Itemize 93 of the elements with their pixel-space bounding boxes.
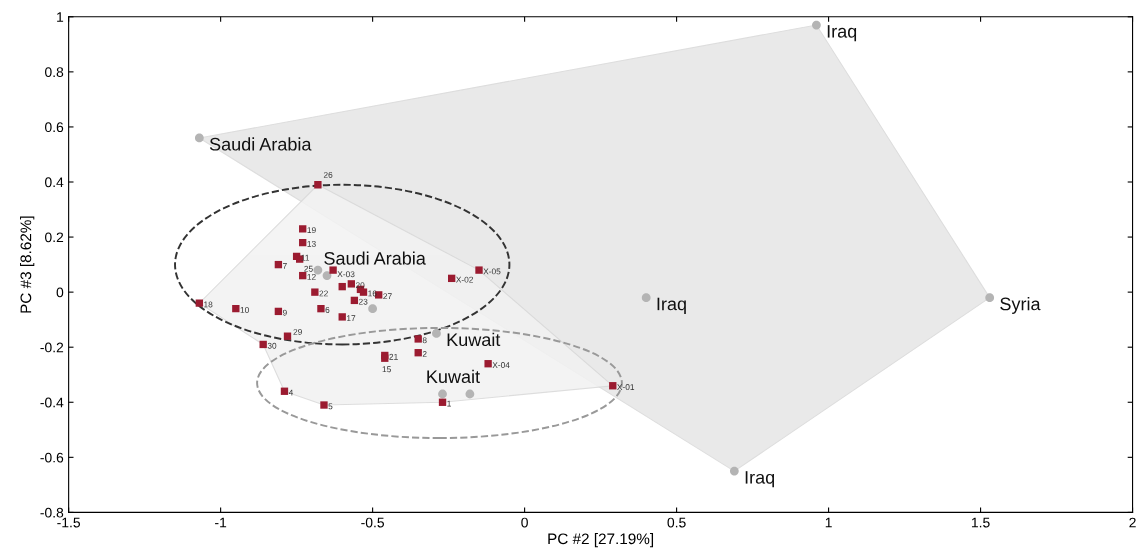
annotation: X-03 <box>337 271 355 278</box>
annotation: 12 <box>307 273 316 280</box>
point <box>299 225 307 233</box>
point <box>280 387 289 395</box>
y-tick-label: 0.2 <box>45 232 64 243</box>
annotation: Kuwait <box>447 332 501 347</box>
point <box>338 282 346 291</box>
annotation: X-05 <box>483 268 501 275</box>
point <box>475 266 483 274</box>
annotation: 26 <box>323 171 333 178</box>
point <box>274 260 283 269</box>
y-tick-label: 1 <box>57 12 64 22</box>
point <box>259 340 267 349</box>
point <box>812 20 821 30</box>
point <box>985 293 995 303</box>
annotation: 9 <box>282 309 287 316</box>
annotation: 23 <box>358 298 368 305</box>
point <box>195 299 204 307</box>
point <box>329 266 337 274</box>
point <box>729 466 739 476</box>
point <box>368 304 378 314</box>
point <box>320 401 328 409</box>
annotation: 30 <box>267 342 277 349</box>
annotation: X-01 <box>617 384 635 390</box>
y-tick-label: 0.4 <box>45 177 64 188</box>
annotation: X-04 <box>492 362 510 368</box>
annotation: 19 <box>307 227 316 234</box>
point <box>232 304 240 313</box>
point <box>432 329 441 338</box>
y-tick-label: -0.6 <box>40 452 64 463</box>
y-tick-label: -0.8 <box>40 507 64 518</box>
annotation: 7 <box>282 263 287 269</box>
point <box>609 382 617 390</box>
point <box>350 296 359 305</box>
annotation: 27 <box>383 293 392 300</box>
annotation: 13 <box>307 240 316 247</box>
annotation: Kuwait <box>427 369 480 384</box>
annotation: Syria <box>1000 297 1041 314</box>
point <box>299 238 307 247</box>
point <box>274 307 283 316</box>
point <box>447 274 456 283</box>
annotation: X-02 <box>456 276 473 283</box>
y-axis-title: PC #3 [8.62%] <box>20 216 35 313</box>
annotation: 25 <box>304 265 313 272</box>
annotation: 6 <box>325 307 330 313</box>
y-tick-label: -0.4 <box>40 397 64 408</box>
x-tick-label: 0.5 <box>667 517 686 528</box>
x-tick-label: 0 <box>521 517 528 528</box>
x-tick-label: -0.5 <box>361 517 384 528</box>
point <box>299 271 307 280</box>
point <box>283 332 292 340</box>
annotation: 18 <box>204 301 213 308</box>
annotation: 2 <box>422 351 427 357</box>
point <box>317 304 325 313</box>
point <box>414 349 422 357</box>
x-tick-label: 1.5 <box>971 517 990 528</box>
x-tick-label: 1 <box>825 517 832 528</box>
point <box>313 265 323 275</box>
point <box>347 280 356 288</box>
point <box>322 271 332 281</box>
x-tick-label: -1.5 <box>57 517 81 528</box>
annotation: 29 <box>293 328 302 335</box>
annotation: 17 <box>347 315 356 322</box>
x-axis-title: PC #2 [27.19%] <box>548 532 654 548</box>
y-tick-label: 0.6 <box>45 122 64 133</box>
annotation: 22 <box>319 290 328 297</box>
annotation: Saudi Arabia <box>209 137 312 151</box>
point <box>484 360 492 368</box>
y-tick-label: 0 <box>56 287 64 298</box>
annotation: Saudi Arabia <box>324 251 426 265</box>
point <box>438 398 447 406</box>
x-tick-label: 2 <box>1129 517 1136 528</box>
point <box>438 389 447 399</box>
annotation: 10 <box>240 307 249 313</box>
y-tick-label: -0.2 <box>40 342 64 353</box>
y-tick-label: 0.8 <box>45 67 64 78</box>
annotation: 21 <box>389 353 398 360</box>
annotation: 1 <box>447 400 451 407</box>
annotation: 5 <box>328 403 333 410</box>
point <box>465 389 475 399</box>
point <box>641 293 651 303</box>
point <box>311 288 319 296</box>
annotation: Iraq <box>827 25 857 42</box>
point <box>314 181 322 189</box>
point <box>414 335 422 343</box>
annotation: 4 <box>288 389 294 396</box>
annotation: 8 <box>422 337 427 344</box>
annotation: Iraq <box>745 471 775 488</box>
annotation: Iraq <box>657 297 686 314</box>
point <box>194 133 204 143</box>
point <box>338 313 346 321</box>
x-tick-label: -1 <box>215 517 227 528</box>
annotation: 15 <box>382 366 391 373</box>
